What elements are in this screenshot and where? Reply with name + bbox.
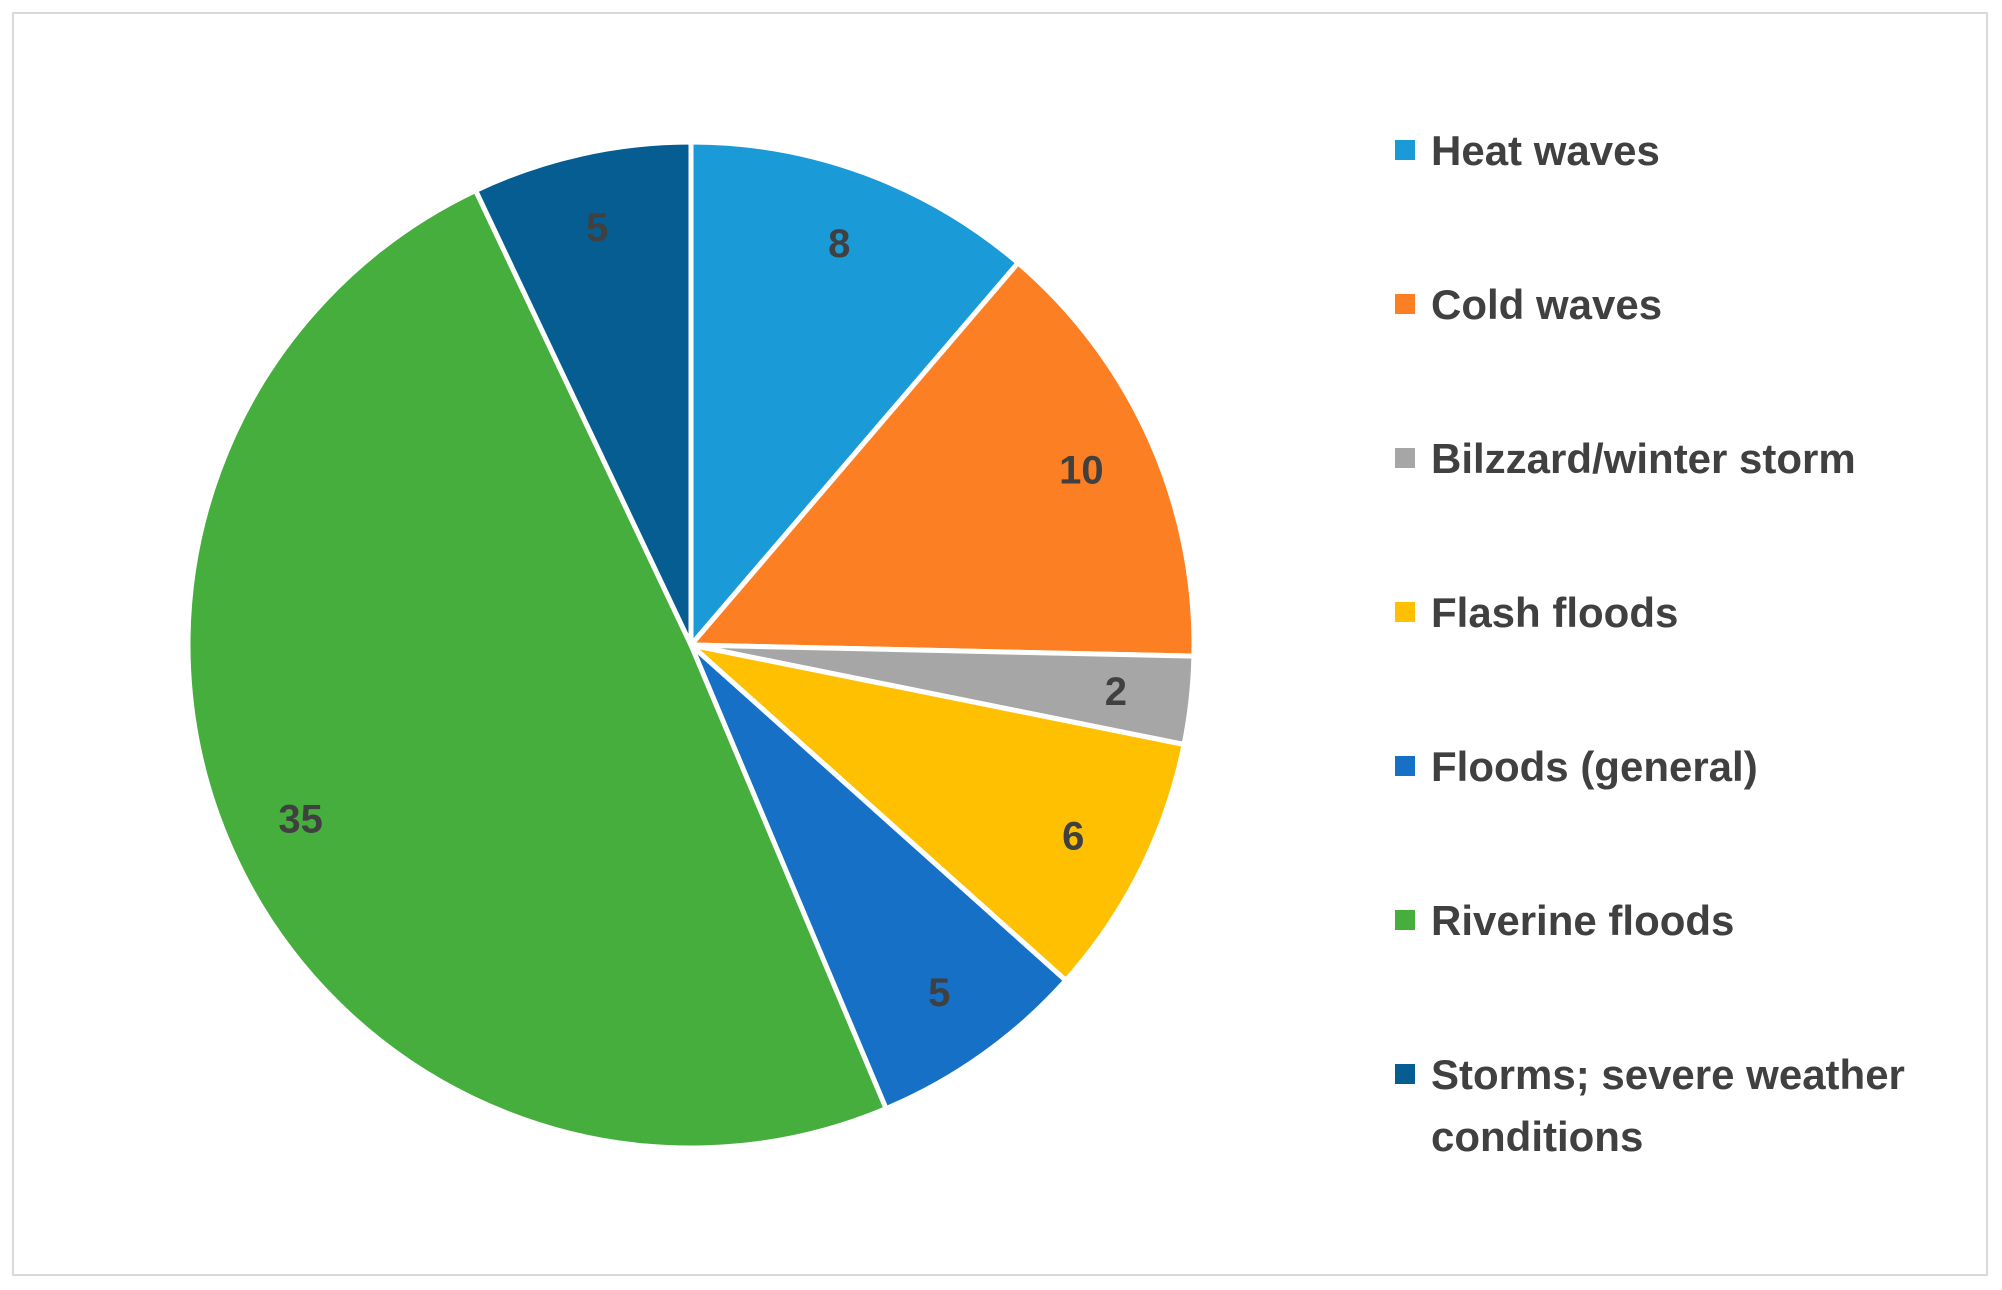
legend-swatch	[1395, 140, 1415, 160]
data-label-flash-floods: 6	[1062, 815, 1084, 859]
legend-swatch	[1395, 1064, 1415, 1084]
legend-label: Storms; severe weather conditions	[1431, 1051, 1905, 1160]
pie-slices	[185, 139, 1197, 1151]
legend-swatch	[1395, 448, 1415, 468]
legend-swatch	[1395, 756, 1415, 776]
pie-slice-flash-floods	[688, 642, 1187, 983]
pie-slice-storms-severe-weather-conditions	[473, 139, 694, 648]
legend-swatch	[1395, 910, 1415, 930]
data-label-riverine-floods: 35	[278, 797, 323, 841]
legend-swatch	[1395, 294, 1415, 314]
legend-label: Heat waves	[1431, 127, 1660, 174]
legend-swatch	[1395, 602, 1415, 622]
pie-slice-heat-waves	[688, 139, 1021, 648]
legend-item-cold-waves: Cold waves	[1395, 274, 1971, 336]
legend-item-riverine-floods: Riverine floods	[1395, 890, 1971, 952]
data-label-floods-general: 5	[928, 971, 950, 1015]
data-label-storms-severe-weather-conditions: 5	[586, 206, 608, 250]
legend-label: Flash floods	[1431, 589, 1679, 636]
legend-label: Cold waves	[1431, 281, 1663, 328]
pie-slice-cold-waves	[688, 260, 1197, 659]
legend-item-floods-general: Floods (general)	[1395, 736, 1971, 798]
legend-item-heat-waves: Heat waves	[1395, 120, 1971, 182]
legend-item-storms-severe-weather-conditions: Storms; severe weather conditions	[1395, 1044, 1971, 1168]
data-label-heat-waves: 8	[828, 222, 850, 266]
legend-label: Bilzzard/winter storm	[1431, 435, 1856, 482]
legend-label: Riverine floods	[1431, 897, 1735, 944]
data-label-bilzzard-winter-storm: 2	[1105, 670, 1127, 714]
data-label-cold-waves: 10	[1059, 449, 1104, 493]
legend-item-bilzzard-winter-storm: Bilzzard/winter storm	[1395, 428, 1971, 490]
pie-slice-riverine-floods	[185, 187, 889, 1151]
legend-label: Floods (general)	[1431, 743, 1758, 790]
pie-slice-floods-general	[688, 642, 1069, 1112]
legend-item-flash-floods: Flash floods	[1395, 582, 1971, 644]
